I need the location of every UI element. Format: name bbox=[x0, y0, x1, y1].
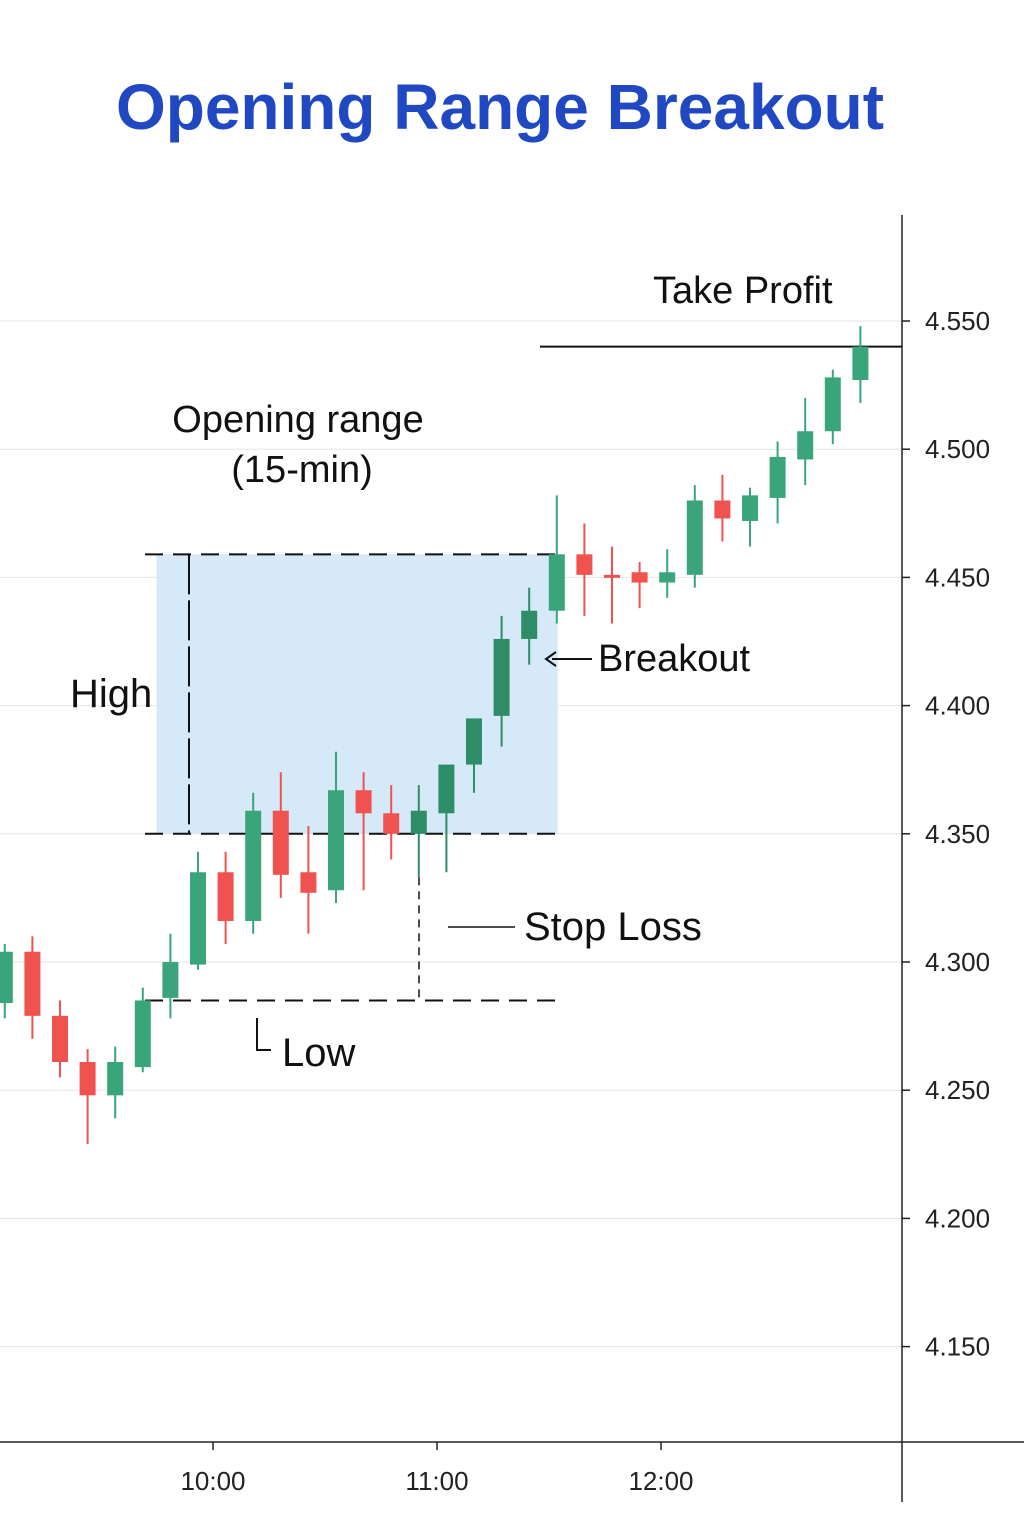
candle-body bbox=[714, 500, 731, 519]
y-tick-label: 4.400 bbox=[925, 691, 990, 721]
opening-range-sublabel: (15-min) bbox=[231, 449, 372, 491]
candle-body bbox=[383, 813, 400, 834]
candle bbox=[190, 851, 206, 970]
candle-body bbox=[604, 574, 620, 578]
candle-body bbox=[852, 346, 869, 380]
high-label: High bbox=[70, 672, 152, 716]
y-tick-label: 4.450 bbox=[925, 562, 990, 592]
breakout-arrow-head bbox=[544, 651, 557, 667]
candle-body bbox=[190, 872, 206, 965]
stop-loss-label: Stop Loss bbox=[524, 905, 702, 949]
y-tick-label: 4.350 bbox=[925, 819, 990, 849]
take-profit-label: Take Profit bbox=[653, 270, 833, 312]
candle-body bbox=[217, 872, 234, 921]
candle bbox=[797, 397, 814, 486]
candle bbox=[134, 987, 151, 1073]
candle bbox=[107, 1046, 124, 1119]
candle-body bbox=[52, 1015, 68, 1062]
candle bbox=[631, 562, 648, 609]
candle-body bbox=[493, 638, 510, 716]
candle-body bbox=[521, 610, 538, 639]
y-tick-label: 4.300 bbox=[925, 947, 990, 977]
candle bbox=[383, 785, 400, 860]
candle-body bbox=[769, 456, 786, 498]
candle-body bbox=[107, 1061, 124, 1096]
axes: 4.550 4.500 4.450 4.400 4.350 4.300 4.250 4.200… bbox=[0, 215, 1024, 1502]
candle bbox=[466, 718, 482, 793]
candle bbox=[410, 785, 427, 878]
candle bbox=[576, 523, 593, 616]
y-tick-label: 4.250 bbox=[925, 1075, 990, 1105]
candle-body bbox=[466, 718, 482, 765]
candle-body bbox=[24, 951, 41, 1016]
candle bbox=[686, 485, 703, 588]
candle bbox=[438, 764, 455, 873]
candle-body bbox=[162, 962, 179, 998]
candle bbox=[852, 326, 869, 404]
candle-body bbox=[272, 810, 289, 875]
candle bbox=[245, 792, 262, 934]
candle-body bbox=[742, 495, 758, 521]
candle bbox=[493, 615, 510, 747]
candle-body bbox=[659, 572, 676, 583]
x-tick-label: 10:00 bbox=[180, 1466, 245, 1496]
y-tick-label: 4.150 bbox=[925, 1332, 990, 1362]
y-tick-label: 4.500 bbox=[925, 434, 990, 464]
candle bbox=[769, 441, 786, 524]
chart-title: Opening Range Breakout bbox=[115, 71, 885, 143]
candle bbox=[79, 1049, 96, 1145]
candle-body bbox=[631, 572, 648, 583]
level-lines bbox=[145, 345, 902, 1051]
candle-body bbox=[824, 377, 841, 432]
candle-body bbox=[79, 1061, 96, 1096]
candle bbox=[24, 936, 41, 1039]
candle-body bbox=[355, 790, 372, 814]
candles bbox=[0, 326, 869, 1145]
y-tick-label: 4.550 bbox=[925, 306, 990, 336]
candle bbox=[742, 487, 758, 547]
x-tick-label: 12:00 bbox=[628, 1466, 693, 1496]
candle bbox=[548, 495, 565, 624]
candle bbox=[604, 546, 620, 624]
breakout-label: Breakout bbox=[598, 638, 751, 680]
candle bbox=[217, 851, 234, 945]
candle bbox=[52, 1000, 68, 1078]
candle-body bbox=[797, 431, 814, 460]
candle-body bbox=[300, 872, 317, 893]
y-tick-label: 4.200 bbox=[925, 1203, 990, 1233]
candle bbox=[659, 549, 676, 598]
candle-body bbox=[686, 500, 703, 575]
candle-body bbox=[328, 790, 344, 891]
candle-body bbox=[410, 810, 427, 834]
candle-body bbox=[134, 1000, 151, 1068]
candle bbox=[162, 933, 179, 1019]
candle bbox=[521, 587, 538, 665]
opening-range-label: Opening range bbox=[172, 399, 423, 441]
candle-body bbox=[548, 554, 565, 611]
candle-body bbox=[576, 554, 593, 575]
low-label: Low bbox=[282, 1031, 355, 1075]
candle bbox=[824, 369, 841, 445]
candle-body bbox=[245, 810, 262, 921]
candle-body bbox=[0, 951, 13, 1004]
candle bbox=[272, 772, 289, 898]
candle bbox=[0, 944, 13, 1019]
candle bbox=[328, 751, 344, 904]
candle bbox=[300, 826, 317, 934]
candle-body bbox=[438, 764, 455, 814]
opening-range-box bbox=[156, 554, 558, 834]
candle bbox=[355, 772, 372, 891]
x-tick-label: 11:00 bbox=[405, 1466, 468, 1496]
low-bracket bbox=[256, 1018, 271, 1051]
candle bbox=[714, 474, 731, 542]
